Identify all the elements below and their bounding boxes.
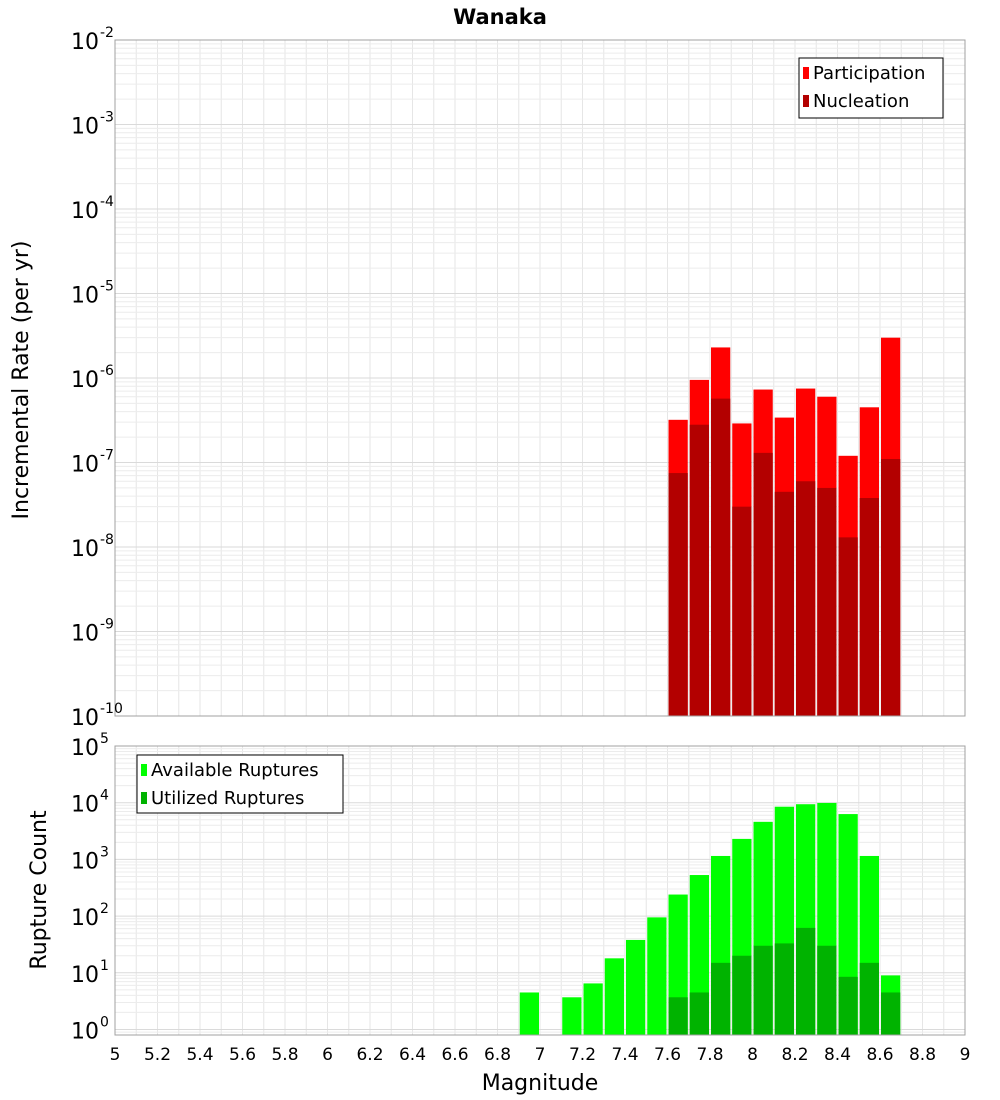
legend-label: Utilized Ruptures	[151, 788, 304, 809]
bottom-bars	[519, 802, 901, 1035]
bar-utilized-ruptures	[859, 962, 879, 1035]
bar-nucleation	[711, 398, 731, 716]
x-ticks: 5 5.2 5.4 5.6 5.8 6 6.2 6.4 6.6 6.8 7 7.2 7.4 7.6 7.8 8…	[110, 1045, 971, 1065]
bar-nucleation	[881, 459, 901, 716]
legend-swatch	[141, 764, 147, 776]
x-tick-label: 7.8	[696, 1045, 723, 1065]
y-tick-label: 10-7	[71, 448, 114, 478]
bar-available-ruptures	[519, 992, 539, 1035]
legend-label: Available Ruptures	[151, 760, 319, 781]
legend-box	[136, 754, 344, 814]
y-tick-label: 103	[71, 844, 109, 874]
x-tick-label: 8	[747, 1045, 758, 1065]
legend-label: Participation	[813, 63, 925, 84]
bottom-y-ticks: 105 104 103 102 101 100	[71, 731, 109, 1045]
y-tick-label: 10-8	[71, 532, 114, 562]
y-tick-label: 10-4	[71, 194, 114, 224]
bar-available-ruptures	[583, 983, 603, 1035]
x-tick-label: 5.8	[271, 1045, 298, 1065]
bar-nucleation	[838, 537, 858, 716]
x-tick-label: 6	[322, 1045, 333, 1065]
x-axis-label: Magnitude	[482, 1071, 599, 1096]
x-tick-label: 7.6	[654, 1045, 681, 1065]
y-tick-label: 10-3	[71, 110, 114, 140]
bar-available-ruptures	[604, 958, 624, 1035]
x-tick-label: 8.2	[781, 1045, 808, 1065]
bottom-y-axis-label: Rupture Count	[27, 810, 52, 970]
bar-nucleation	[668, 473, 688, 716]
bar-utilized-ruptures	[668, 997, 688, 1035]
x-tick-label: 6.8	[484, 1045, 511, 1065]
top-grid	[114, 39, 966, 717]
bar-nucleation	[689, 424, 709, 716]
y-tick-label: 105	[71, 731, 109, 761]
y-tick-label: 104	[71, 788, 109, 818]
x-tick-label: 5.4	[186, 1045, 213, 1065]
bar-nucleation	[796, 481, 816, 716]
bottom-plot-frame	[114, 745, 966, 1036]
x-tick-label: 7	[535, 1045, 546, 1065]
x-tick-label: 8.6	[866, 1045, 893, 1065]
x-tick-label: 7.2	[569, 1045, 596, 1065]
legend-swatch	[803, 67, 809, 79]
bar-nucleation	[753, 452, 773, 716]
x-tick-label: 5	[110, 1045, 121, 1065]
bar-utilized-ruptures	[796, 927, 816, 1035]
bar-utilized-ruptures	[881, 992, 901, 1035]
bottom-plot: 105 104 103 102 101 100 Rupture Count Availab…	[27, 731, 966, 1045]
top-y-axis-label: Incremental Rate (per yr)	[9, 241, 34, 520]
x-tick-label: 6.4	[399, 1045, 426, 1065]
bar-nucleation	[859, 498, 879, 716]
legend-box	[798, 57, 944, 119]
bar-utilized-ruptures	[817, 945, 837, 1035]
bar-available-ruptures	[626, 939, 646, 1035]
top-y-ticks: 10-2 10-3 10-4 10-5 10-6 10-7 10-8 10-9 10-10	[71, 25, 123, 731]
bar-utilized-ruptures	[689, 992, 709, 1035]
bar-utilized-ruptures	[774, 943, 794, 1035]
bar-utilized-ruptures	[838, 976, 858, 1035]
y-tick-label: 10-10	[71, 701, 123, 731]
bar-nucleation	[817, 487, 837, 716]
y-tick-label: 101	[71, 958, 109, 988]
x-tick-label: 6.2	[356, 1045, 383, 1065]
top-plot: 10-2 10-3 10-4 10-5 10-6 10-7 10-8 10-9 10-10 In…	[9, 25, 966, 731]
bar-available-ruptures	[647, 917, 667, 1035]
y-tick-label: 100	[71, 1015, 109, 1045]
top-plot-frame	[114, 39, 966, 717]
legend-swatch	[803, 95, 809, 107]
top-bars	[668, 337, 901, 716]
y-tick-label: 10-6	[71, 363, 114, 393]
bottom-legend: Available Ruptures Utilized Ruptures	[136, 754, 344, 814]
y-tick-label: 10-5	[71, 279, 114, 309]
legend-label: Nucleation	[813, 91, 909, 112]
bar-available-ruptures	[562, 997, 582, 1035]
x-tick-label: 8.4	[824, 1045, 851, 1065]
x-tick-label: 6.6	[441, 1045, 468, 1065]
bar-nucleation	[774, 491, 794, 716]
bar-utilized-ruptures	[711, 962, 731, 1035]
y-tick-label: 102	[71, 901, 109, 931]
x-tick-label: 5.6	[229, 1045, 256, 1065]
x-tick-label: 8.8	[909, 1045, 936, 1065]
y-tick-label: 10-2	[71, 25, 114, 55]
y-tick-label: 10-9	[71, 617, 114, 647]
bar-nucleation	[732, 506, 752, 716]
bar-utilized-ruptures	[753, 945, 773, 1035]
chart-title: Wanaka	[453, 5, 547, 29]
x-tick-label: 7.4	[611, 1045, 638, 1065]
x-tick-label: 5.2	[144, 1045, 171, 1065]
legend-swatch	[141, 792, 147, 804]
top-legend: Participation Nucleation	[798, 57, 944, 119]
x-tick-label: 9	[960, 1045, 971, 1065]
bar-utilized-ruptures	[732, 955, 752, 1035]
